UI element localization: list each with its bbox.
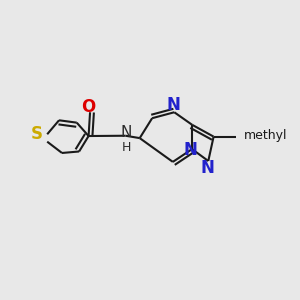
Text: S: S (30, 125, 42, 143)
Text: N: N (120, 125, 132, 140)
Text: methyl: methyl (244, 129, 287, 142)
Text: N: N (201, 159, 214, 177)
Text: O: O (82, 98, 96, 116)
Text: N: N (166, 96, 180, 114)
Text: H: H (122, 140, 131, 154)
Text: N: N (184, 141, 198, 159)
